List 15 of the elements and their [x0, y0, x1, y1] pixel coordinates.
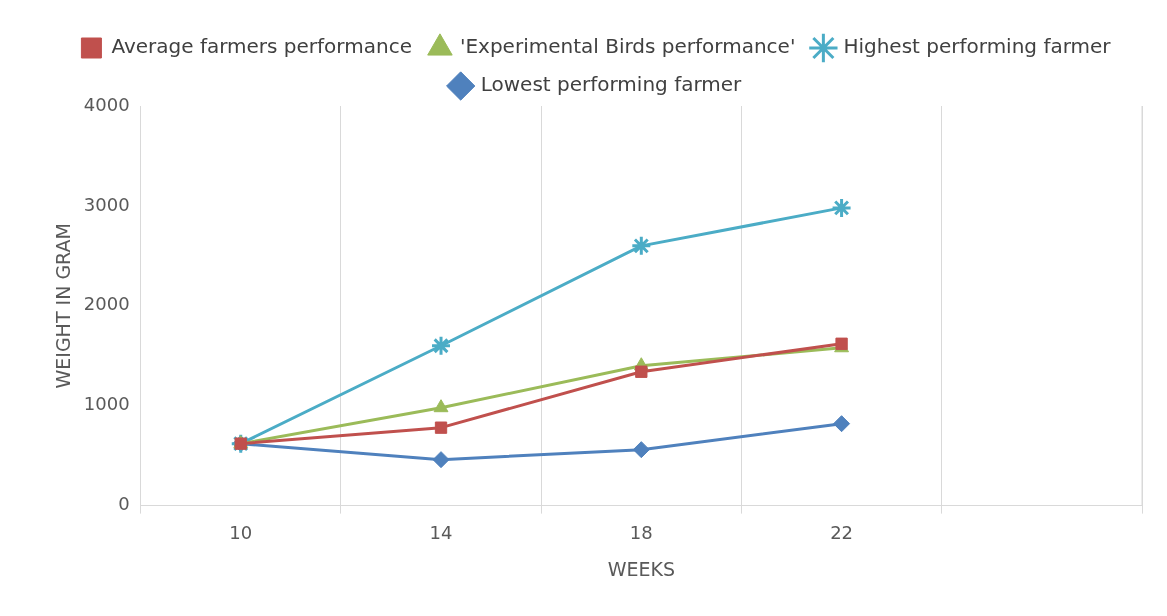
legend-label: Lowest performing farmer — [480, 72, 743, 97]
y-tick-label: 0 — [118, 493, 130, 515]
y-tick-label: 4000 — [83, 93, 130, 115]
x-tick-label: 22 — [830, 522, 854, 544]
legend-label: Average farmers performance — [111, 34, 412, 59]
x-tick-label: 18 — [629, 522, 653, 544]
y-axis-title: WEIGHT IN GRAM — [52, 223, 75, 389]
y-tick-label: 2000 — [83, 293, 130, 315]
legend-label: 'Experimental Birds performance' — [459, 34, 796, 59]
y-tick-label: 3000 — [83, 193, 130, 215]
y-tick-label: 1000 — [83, 393, 130, 415]
x-tick-label: 14 — [429, 522, 453, 544]
x-axis-title: WEEKS — [607, 557, 675, 580]
legend-label: Highest performing farmer — [843, 34, 1112, 59]
x-tick-label: 10 — [229, 522, 253, 544]
